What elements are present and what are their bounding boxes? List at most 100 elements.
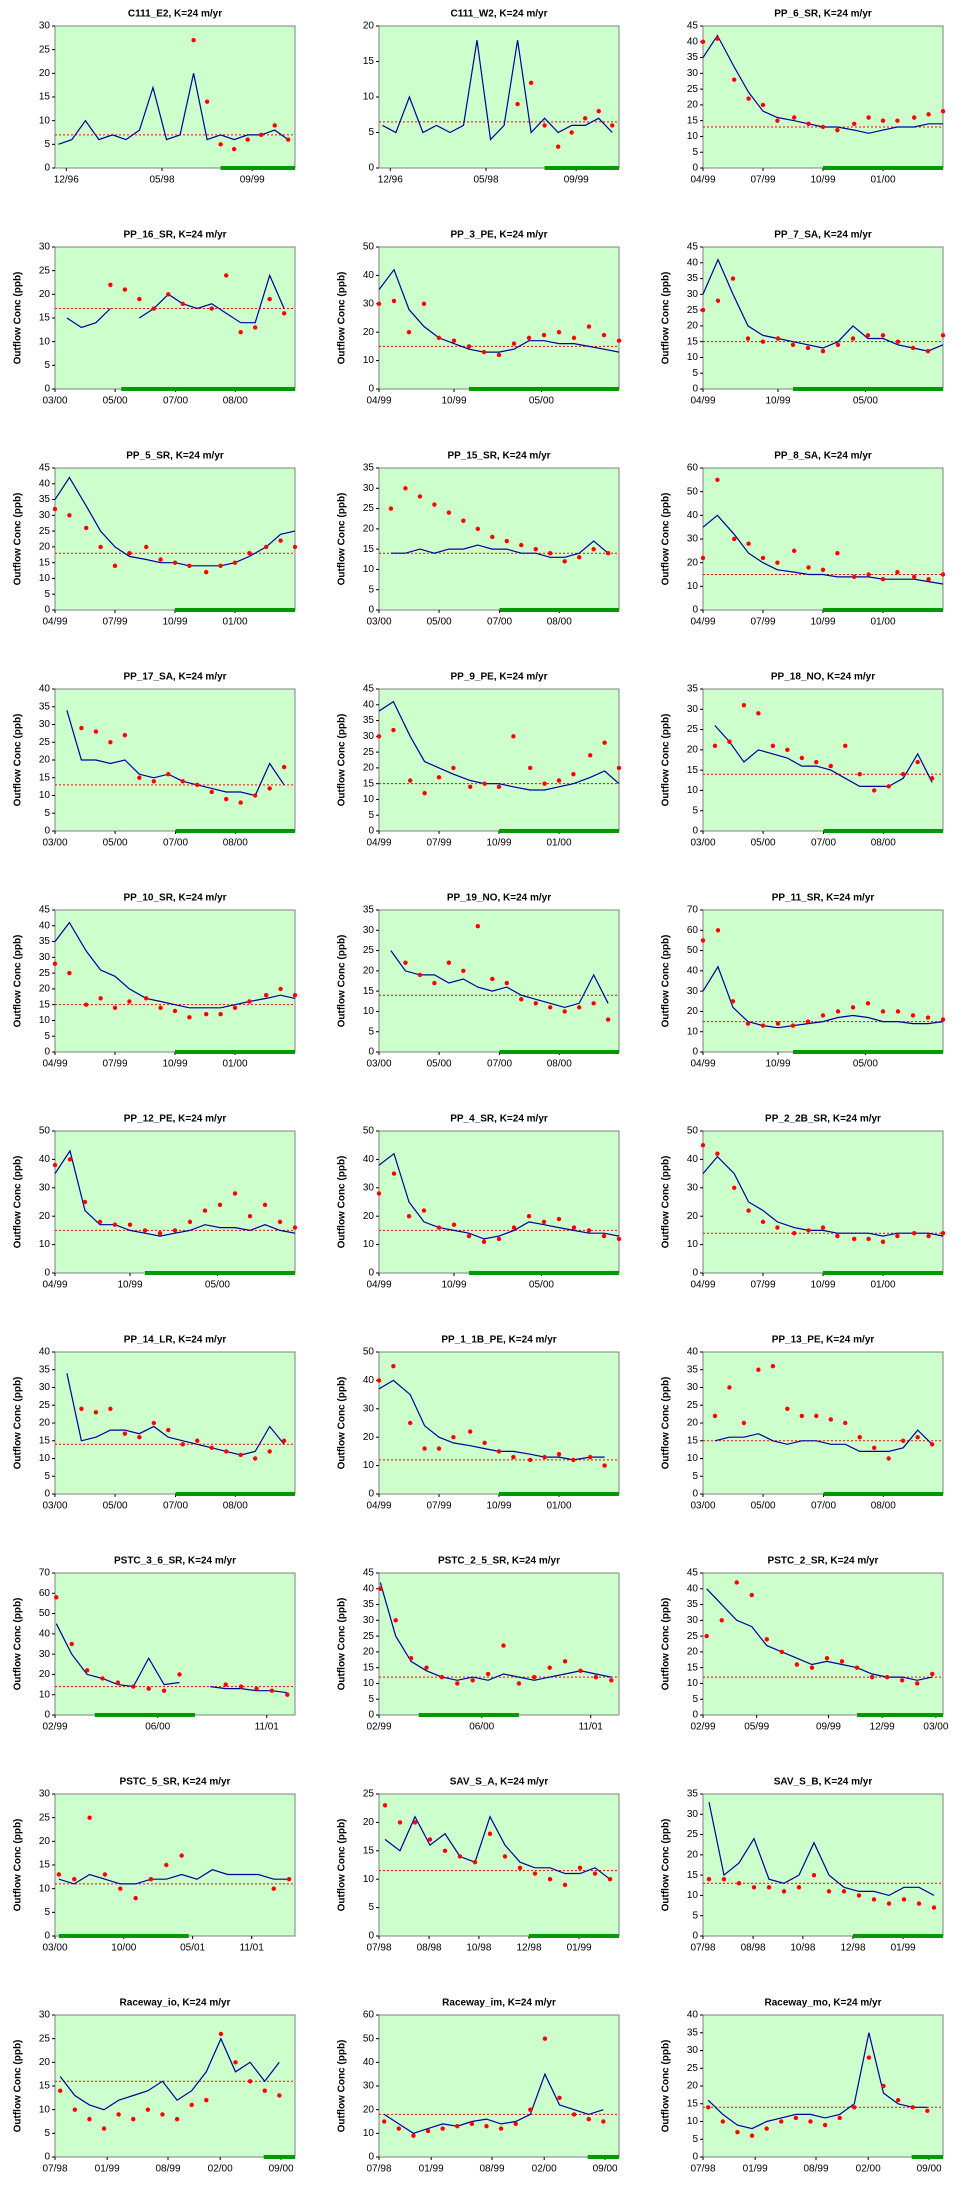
observed-point: [871, 1897, 877, 1902]
observed-point: [97, 1219, 103, 1225]
y-tick-label: 45: [687, 1568, 699, 1579]
observed-point: [799, 1413, 805, 1419]
observed-point: [174, 2116, 180, 2122]
y-tick-label: 40: [363, 270, 375, 281]
model-line: [702, 258, 944, 352]
y-tick-label: 0: [368, 1489, 374, 1500]
y-tick-label: 5: [692, 1910, 698, 1921]
observed-point: [542, 1454, 547, 1460]
y-tick-label: 0: [368, 1268, 374, 1279]
observed-point: [517, 1865, 523, 1871]
observed-point: [880, 333, 886, 338]
y-tick-label: 0: [44, 826, 50, 837]
period-bar: [823, 1271, 943, 1275]
observed-point: [232, 1191, 238, 1196]
observed-point: [247, 1214, 253, 1219]
observed-point: [593, 1674, 599, 1680]
observed-point: [528, 765, 533, 771]
chart-title: PP_5_SR, K=24 m/yr: [126, 451, 224, 462]
observed-point: [764, 2126, 769, 2131]
observed-point: [127, 551, 132, 556]
observed-point: [548, 1005, 553, 1010]
observed-point: [571, 1457, 576, 1463]
period-bar: [823, 1492, 943, 1496]
y-axis-label: Outflow Conc (ppb): [13, 2040, 24, 2133]
observed-point: [101, 2126, 107, 2131]
observed-point: [940, 1231, 946, 1236]
observed-point: [403, 960, 408, 965]
observed-point: [571, 2112, 577, 2117]
y-tick-label: 30: [363, 298, 375, 309]
observed-point: [571, 335, 577, 341]
y-tick-label: 50: [687, 486, 699, 497]
x-tick-label: 05/00: [751, 838, 776, 849]
observed-point: [425, 2128, 431, 2134]
observed-point: [814, 1413, 819, 1419]
x-tick-label: 07/99: [426, 1501, 451, 1512]
chart-panel: PP_3_PE, K=24 m/yr Outflow Conc (ppb) 0 10 2…: [337, 230, 622, 407]
y-tick-label: 20: [39, 542, 51, 553]
plot-area: [378, 909, 620, 1053]
y-tick-label: 10: [687, 1890, 699, 1901]
model-line: [714, 725, 933, 787]
x-tick-label: 07/99: [102, 617, 127, 628]
observed-point: [451, 1435, 456, 1440]
observed-point: [267, 1449, 272, 1454]
x-tick-label: 04/99: [690, 1280, 715, 1291]
observed-point: [180, 779, 185, 784]
chart-title: PSTC_2_SR, K=24 m/yr: [768, 1556, 879, 1567]
x-tick-label: 03/00: [42, 1943, 67, 1954]
model-line: [708, 1801, 935, 1897]
observed-point: [915, 1435, 920, 1440]
observed-point: [217, 1202, 223, 1208]
x-tick-label: 12/96: [54, 175, 79, 186]
period-bar: [793, 1050, 943, 1054]
y-tick-label: 10: [39, 1883, 51, 1894]
x-tick-label: 05/98: [150, 175, 175, 186]
observed-point: [779, 1649, 785, 1655]
y-tick-label: 0: [692, 163, 698, 174]
y-tick-label: 50: [363, 1126, 375, 1137]
observed-point: [910, 345, 916, 351]
y-tick-label: 40: [39, 1628, 51, 1639]
period-bar: [544, 166, 619, 170]
observed-point: [727, 739, 732, 744]
x-tick-label: 04/99: [42, 1059, 67, 1070]
x-tick-label: 05/99: [744, 1722, 769, 1733]
observed-point: [856, 1893, 862, 1898]
x-tick-label: 05/00: [751, 1501, 776, 1512]
x-tick-label: 03/00: [42, 396, 67, 407]
y-tick-label: 5: [44, 1907, 50, 1918]
observed-point: [704, 1633, 709, 1639]
y-tick-label: 45: [363, 684, 375, 695]
y-tick-label: 25: [687, 1829, 699, 1840]
observed-point: [577, 1865, 583, 1871]
x-tick-label: 08/99: [479, 2164, 504, 2175]
observed-point: [578, 1668, 583, 1674]
y-tick-label: 50: [363, 242, 375, 253]
y-tick-label: 40: [687, 510, 699, 521]
observed-point: [144, 544, 149, 550]
observed-point: [102, 1872, 108, 1877]
x-tick-label: 05/01: [180, 1943, 205, 1954]
y-tick-label: 25: [39, 44, 51, 55]
observed-point: [586, 1228, 592, 1233]
observed-point: [148, 1877, 154, 1882]
observed-point: [93, 729, 99, 734]
y-tick-label: 0: [368, 1931, 374, 1942]
observed-point: [542, 781, 547, 786]
period-bar: [263, 2155, 295, 2159]
y-tick-label: 10: [363, 1678, 375, 1689]
chart-panel: PP_8_SA, K=24 m/yr Outflow Conc (ppb) 0 10 2…: [661, 451, 946, 628]
y-tick-label: 30: [687, 1615, 699, 1626]
y-tick-label: 25: [39, 1400, 51, 1411]
observed-point: [556, 330, 562, 335]
observed-point: [232, 1005, 238, 1011]
y-tick-label: 30: [363, 731, 375, 742]
model-line: [58, 73, 289, 145]
chart-title: PP_10_SR, K=24 m/yr: [123, 893, 226, 904]
observed-point: [547, 1665, 552, 1670]
plot-area: [702, 688, 944, 832]
observed-point: [408, 1420, 413, 1426]
observed-point: [712, 1413, 718, 1419]
